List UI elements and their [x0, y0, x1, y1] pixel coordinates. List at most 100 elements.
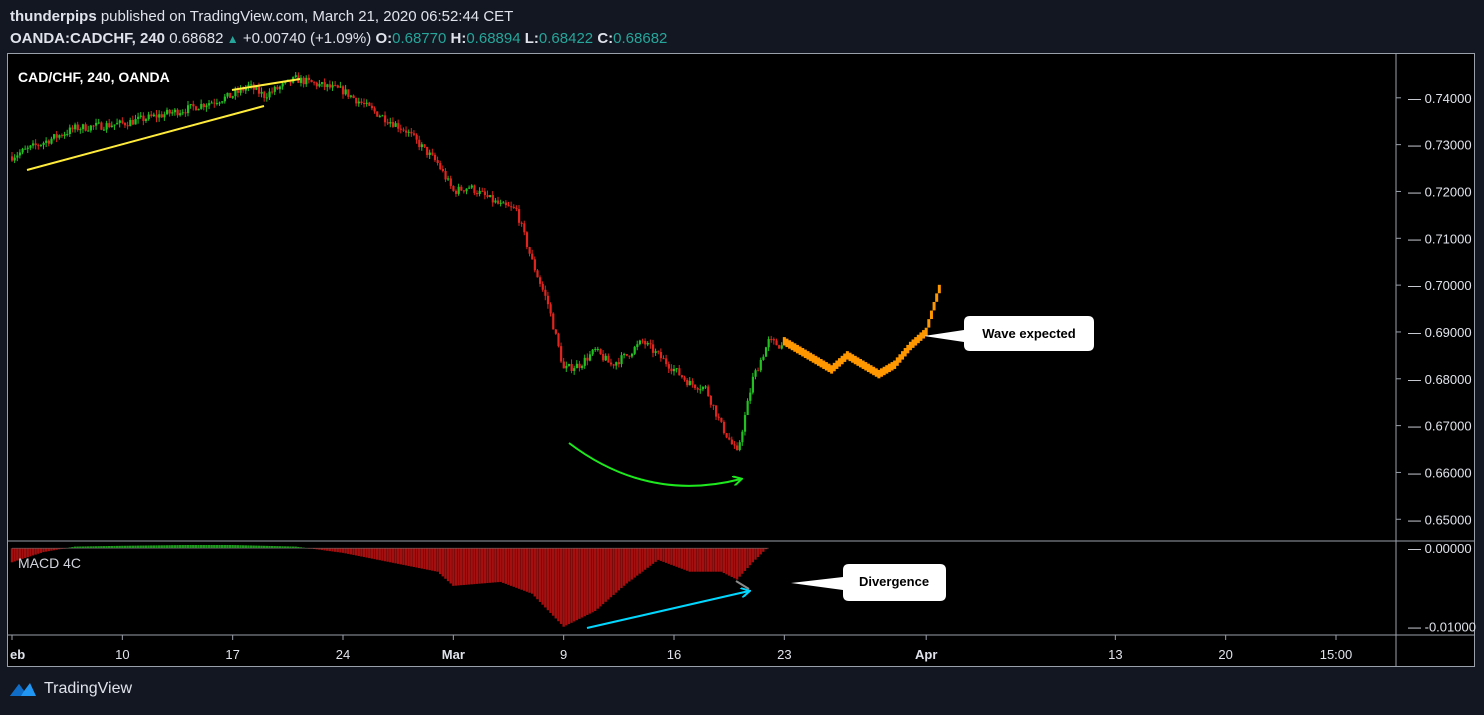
projection-bar	[880, 368, 884, 377]
macd-bar	[312, 548, 316, 550]
projection-bar	[809, 352, 813, 362]
candle-body	[604, 355, 607, 361]
macd-bar	[89, 546, 93, 549]
macd-bar	[423, 548, 426, 570]
candle-body	[465, 188, 468, 192]
candle-body	[475, 193, 479, 195]
macd-bar	[402, 548, 405, 565]
macd-bar	[76, 546, 79, 549]
macd-bar	[71, 547, 74, 549]
macd-bar	[299, 547, 303, 549]
macd-bar	[234, 545, 237, 549]
candle-body	[173, 109, 177, 113]
macd-bar	[412, 548, 416, 567]
trendline-upper[interactable]	[231, 78, 301, 91]
macd-bar	[181, 545, 184, 549]
macd-bar	[533, 548, 536, 597]
macd-bar	[173, 545, 177, 549]
macd-bar	[593, 548, 597, 611]
divergence-arrow[interactable]	[586, 591, 749, 629]
candle-body	[657, 351, 660, 353]
candle-body	[778, 345, 781, 349]
candle-body	[189, 104, 192, 106]
macd-bar	[347, 548, 350, 554]
macd-bar	[286, 546, 290, 549]
candle-body	[623, 354, 626, 356]
candle-body	[717, 416, 720, 418]
candle-body	[71, 127, 74, 130]
macd-bar	[373, 548, 376, 560]
macd-bar	[454, 548, 458, 586]
macd-bar	[331, 548, 334, 552]
author-name[interactable]: thunderpips	[10, 8, 97, 25]
candle-body	[512, 206, 515, 208]
candle-body	[478, 190, 481, 194]
candle-body	[110, 125, 114, 128]
macd-bar	[213, 545, 216, 549]
candle-body	[231, 96, 234, 98]
tradingview-brand[interactable]: TradingView	[8, 680, 132, 698]
wave-expected-callout[interactable]	[924, 316, 1094, 351]
chart-frame[interactable]	[7, 53, 1475, 667]
projection-bar	[919, 332, 923, 341]
curve-arrow[interactable]	[568, 442, 741, 487]
candle-body	[202, 103, 205, 108]
macd-bar	[549, 548, 552, 613]
candle-body	[470, 185, 473, 188]
trendline-lower[interactable]	[26, 105, 265, 171]
macd-bar	[239, 545, 242, 549]
candle-body	[66, 134, 69, 136]
divergence-callout[interactable]	[791, 564, 946, 601]
candle-body	[129, 120, 132, 127]
macd-bar	[113, 545, 116, 549]
macd-bar	[18, 548, 22, 560]
macd-bar	[664, 548, 668, 563]
macd-bar	[523, 548, 526, 591]
candle-body	[641, 340, 644, 342]
time-tick-label: 13	[1108, 647, 1122, 662]
candle-body	[310, 79, 313, 83]
macd-bar	[168, 545, 171, 549]
macd-bar	[483, 548, 487, 584]
projection-bar	[845, 351, 849, 360]
candle-body	[741, 431, 744, 443]
macd-bar	[633, 548, 636, 578]
projection-bar	[853, 355, 857, 365]
projection-bar	[869, 365, 873, 374]
macd-bar	[165, 545, 169, 549]
time-tick-label: 9	[560, 647, 567, 662]
candle-body	[523, 223, 526, 233]
macd-bar	[567, 548, 571, 625]
candle-body	[575, 363, 579, 369]
macd-bar	[643, 548, 647, 570]
candle-body	[118, 120, 121, 123]
candle-body	[268, 91, 271, 98]
macd-bar	[583, 548, 586, 617]
tradingview-logo-icon	[10, 683, 36, 696]
macd-bar	[438, 548, 442, 575]
candle-body	[578, 363, 581, 368]
candle-body	[667, 364, 670, 369]
macd-bar	[231, 545, 234, 549]
candle-body	[347, 89, 350, 97]
candle-body	[318, 83, 321, 87]
macd-bar	[415, 548, 418, 568]
candle-body	[95, 122, 98, 126]
candle-body	[113, 124, 116, 126]
candle-body	[415, 134, 418, 140]
macd-bar	[628, 548, 631, 582]
candle-body	[192, 104, 195, 107]
candle-body	[549, 304, 552, 314]
macd-bar	[281, 546, 284, 549]
macd-bar	[672, 548, 676, 566]
macd-bar	[530, 548, 534, 594]
macd-bar	[34, 548, 37, 555]
macd-bar	[746, 548, 749, 569]
macd-bar	[370, 548, 374, 559]
projection-bar	[906, 344, 910, 354]
candle-body	[412, 133, 416, 135]
macd-bar	[226, 545, 229, 549]
candle-body	[29, 145, 32, 148]
candle-body	[137, 116, 140, 120]
